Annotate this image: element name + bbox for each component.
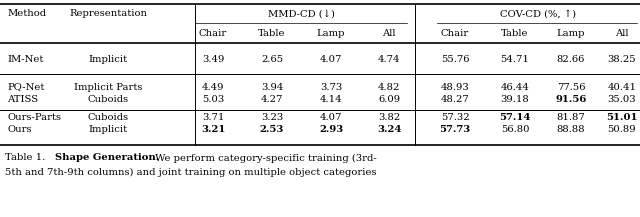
- Text: 4.49: 4.49: [202, 82, 224, 92]
- Text: 5th and 7th-9th columns) and joint training on multiple object categories: 5th and 7th-9th columns) and joint train…: [5, 168, 376, 177]
- Text: 3.82: 3.82: [378, 112, 400, 122]
- Text: We perform category-specific training (3rd-: We perform category-specific training (3…: [152, 153, 377, 163]
- Text: 3.94: 3.94: [261, 82, 283, 92]
- Text: Lamp: Lamp: [557, 28, 585, 38]
- Text: 57.14: 57.14: [499, 112, 531, 122]
- Text: 81.87: 81.87: [557, 112, 586, 122]
- Text: 3.24: 3.24: [377, 125, 401, 135]
- Text: MMD-CD (↓): MMD-CD (↓): [268, 10, 335, 18]
- Text: Shape Generation.: Shape Generation.: [48, 153, 159, 163]
- Text: 35.03: 35.03: [608, 94, 636, 104]
- Text: 39.18: 39.18: [500, 94, 529, 104]
- Text: COV-CD (%, ↑): COV-CD (%, ↑): [500, 10, 577, 18]
- Text: Ours-Parts: Ours-Parts: [7, 112, 61, 122]
- Text: 91.56: 91.56: [556, 94, 587, 104]
- Text: 48.27: 48.27: [440, 94, 469, 104]
- Text: 48.93: 48.93: [440, 82, 469, 92]
- Text: 4.07: 4.07: [320, 54, 342, 64]
- Text: Ours: Ours: [7, 125, 31, 135]
- Text: 5.03: 5.03: [202, 94, 224, 104]
- Text: 4.82: 4.82: [378, 82, 400, 92]
- Text: 50.89: 50.89: [608, 125, 636, 135]
- Text: Table: Table: [501, 28, 529, 38]
- Text: 55.76: 55.76: [441, 54, 469, 64]
- Text: 2.65: 2.65: [261, 54, 283, 64]
- Text: Representation: Representation: [69, 10, 147, 18]
- Text: 57.32: 57.32: [441, 112, 469, 122]
- Text: 4.27: 4.27: [261, 94, 283, 104]
- Text: 3.73: 3.73: [320, 82, 342, 92]
- Text: 3.71: 3.71: [202, 112, 224, 122]
- Text: 57.73: 57.73: [440, 125, 470, 135]
- Text: Chair: Chair: [441, 28, 469, 38]
- Text: Implicit: Implicit: [88, 125, 127, 135]
- Text: 4.07: 4.07: [320, 112, 342, 122]
- Text: 88.88: 88.88: [557, 125, 586, 135]
- Text: 51.01: 51.01: [606, 112, 637, 122]
- Text: 4.74: 4.74: [378, 54, 400, 64]
- Text: 3.23: 3.23: [261, 112, 283, 122]
- Text: 77.56: 77.56: [557, 82, 585, 92]
- Text: 82.66: 82.66: [557, 54, 585, 64]
- Text: Cuboids: Cuboids: [88, 112, 129, 122]
- Text: Chair: Chair: [199, 28, 227, 38]
- Text: Method: Method: [7, 10, 46, 18]
- Text: Implicit: Implicit: [88, 54, 127, 64]
- Text: ATISS: ATISS: [7, 94, 38, 104]
- Text: 3.49: 3.49: [202, 54, 224, 64]
- Text: 2.93: 2.93: [319, 125, 343, 135]
- Text: 2.53: 2.53: [260, 125, 284, 135]
- Text: 40.41: 40.41: [607, 82, 637, 92]
- Text: PQ-Net: PQ-Net: [7, 82, 44, 92]
- Text: Table 1.: Table 1.: [5, 153, 45, 163]
- Text: 38.25: 38.25: [608, 54, 636, 64]
- Text: 4.14: 4.14: [320, 94, 342, 104]
- Text: Cuboids: Cuboids: [88, 94, 129, 104]
- Text: 46.44: 46.44: [500, 82, 529, 92]
- Text: Table: Table: [259, 28, 285, 38]
- Text: IM-Net: IM-Net: [7, 54, 44, 64]
- Text: 6.09: 6.09: [378, 94, 400, 104]
- Text: All: All: [615, 28, 628, 38]
- Text: 3.21: 3.21: [201, 125, 225, 135]
- Text: Lamp: Lamp: [317, 28, 345, 38]
- Text: Implicit Parts: Implicit Parts: [74, 82, 142, 92]
- Text: 54.71: 54.71: [500, 54, 529, 64]
- Text: All: All: [382, 28, 396, 38]
- Text: 56.80: 56.80: [500, 125, 529, 135]
